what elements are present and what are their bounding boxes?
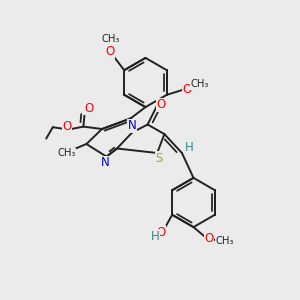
Text: O: O — [105, 45, 114, 58]
Text: N: N — [128, 119, 136, 133]
Text: O: O — [157, 98, 166, 112]
Text: H: H — [150, 230, 159, 243]
Text: CH₃: CH₃ — [190, 79, 209, 89]
Text: O: O — [84, 102, 93, 115]
Text: H: H — [185, 141, 194, 154]
Text: O: O — [205, 232, 214, 245]
Text: O: O — [157, 226, 166, 239]
Text: O: O — [62, 120, 71, 133]
Text: S: S — [155, 152, 162, 165]
Text: CH₃: CH₃ — [57, 148, 76, 158]
Text: CH₃: CH₃ — [101, 34, 120, 44]
Text: N: N — [100, 156, 109, 169]
Text: CH₃: CH₃ — [215, 236, 234, 247]
Text: O: O — [183, 83, 192, 96]
